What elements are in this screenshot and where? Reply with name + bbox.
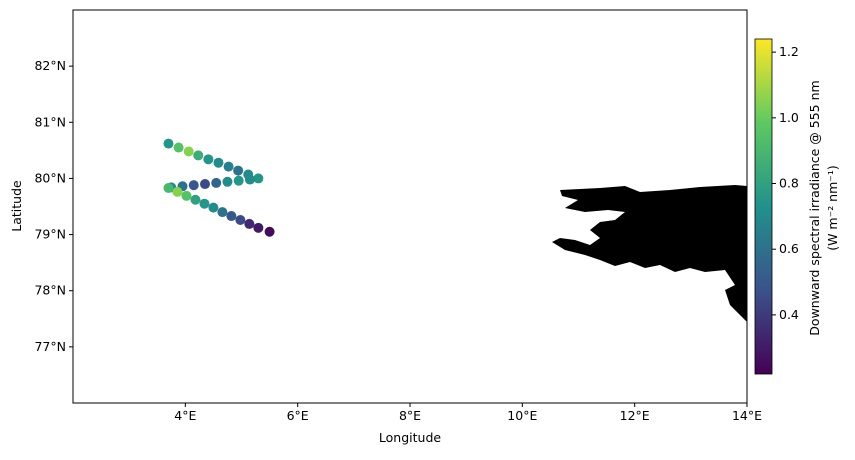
point [223, 161, 234, 172]
y-tick-label: 77°N [34, 339, 66, 354]
x-tick-label: 12°E [620, 408, 650, 423]
point [190, 194, 201, 205]
track [163, 138, 275, 237]
point [183, 146, 194, 157]
point [181, 190, 192, 201]
point [253, 173, 264, 184]
colorbar-tick-label: 1.0 [779, 110, 799, 125]
point [235, 214, 246, 225]
point [203, 154, 214, 165]
colorbar-tick-label: 1.2 [779, 44, 799, 59]
x-tick-label: 10°E [507, 408, 537, 423]
point [253, 222, 264, 233]
x-axis-label: Longitude [379, 430, 441, 445]
colorbar-units: (W m⁻² nm⁻¹) [825, 165, 840, 251]
point [173, 142, 184, 153]
colorbar [754, 38, 773, 375]
x-tick-label: 8°E [399, 408, 421, 423]
point [163, 182, 174, 193]
x-tick-label: 6°E [287, 408, 309, 423]
point [226, 211, 237, 222]
y-tick-label: 79°N [34, 227, 66, 242]
point [199, 198, 210, 209]
y-tick-label: 82°N [34, 58, 66, 73]
y-axis-label: Latitude [9, 180, 24, 232]
point [244, 174, 255, 185]
point [264, 226, 275, 237]
colorbar-tick-label: 0.4 [779, 307, 799, 322]
y-tick-label: 80°N [34, 170, 66, 185]
point [244, 218, 255, 229]
point [233, 165, 244, 176]
colorbar-label: Downward spectral irradiance @ 555 nm [807, 80, 822, 335]
point [217, 207, 228, 218]
x-tick-label: 14°E [732, 408, 762, 423]
point [211, 177, 222, 188]
point [172, 186, 183, 197]
y-tick-label: 81°N [34, 114, 66, 129]
y-tick-label: 78°N [34, 283, 66, 298]
land [552, 185, 747, 322]
colorbar-tick-label: 0.6 [779, 241, 799, 256]
colorbar-tick-label: 0.8 [779, 176, 799, 191]
point [213, 157, 224, 168]
point [163, 138, 174, 149]
point [199, 179, 210, 190]
x-tick-label: 4°E [174, 408, 196, 423]
point [233, 175, 244, 186]
point [208, 202, 219, 213]
point [222, 176, 233, 187]
point [188, 180, 199, 191]
point [193, 150, 204, 161]
